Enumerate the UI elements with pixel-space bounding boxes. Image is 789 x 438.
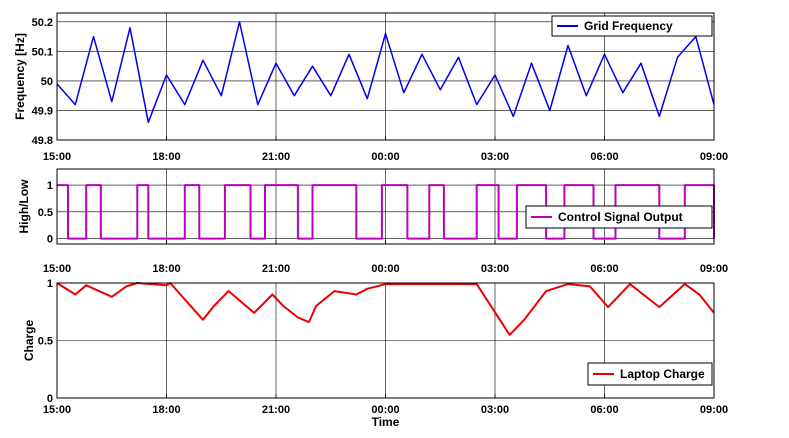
x-tick-label: 09:00: [700, 151, 728, 163]
y-tick-label: 49.8: [32, 135, 53, 147]
y-tick-label: 0.5: [38, 207, 53, 219]
y-tick-label: 0: [47, 234, 53, 246]
x-tick-label: 15:00: [43, 263, 71, 275]
x-tick-label: 21:00: [262, 263, 290, 275]
series-line: [56, 282, 715, 336]
x-tick-label: 15:00: [43, 404, 71, 416]
legend-label: Control Signal Output: [558, 210, 683, 224]
legend-box: [551, 15, 713, 37]
x-tick-label: 06:00: [590, 151, 618, 163]
x-tick-label: 03:00: [481, 263, 509, 275]
axes-box: [56, 12, 715, 141]
y-tick-label: 1: [47, 180, 53, 192]
y-tick-label: 0: [47, 393, 53, 405]
x-tick-label: 09:00: [700, 404, 728, 416]
x-tick-label: 18:00: [152, 151, 180, 163]
axes-box: [56, 282, 715, 399]
legend: Laptop Charge: [587, 362, 713, 386]
y-axis-label: Charge: [22, 320, 36, 362]
chart-panel-2: 15:00 18:00 21:00 00:00 03:00 06:00 09:00 0 0.5 1…: [17, 168, 728, 275]
legend-box: [525, 205, 713, 229]
legend-label: Grid Frequency: [584, 19, 673, 33]
x-tick-label: 00:00: [371, 263, 399, 275]
x-axis-label: Time: [372, 415, 400, 429]
x-tick-label: 00:00: [371, 151, 399, 163]
y-tick-label: 50.1: [32, 46, 53, 58]
legend-label: Laptop Charge: [620, 367, 705, 381]
x-tick-label: 09:00: [700, 263, 728, 275]
x-tick-label: 21:00: [262, 151, 290, 163]
y-tick-label: 1: [47, 278, 53, 290]
x-tick-label: 06:00: [590, 263, 618, 275]
y-axis-label: High/Low: [17, 179, 31, 234]
axes-box: [56, 168, 715, 245]
x-tick-label: 18:00: [152, 404, 180, 416]
x-tick-label: 03:00: [481, 151, 509, 163]
legend-box: [587, 362, 713, 386]
series-line: [57, 184, 715, 240]
legend: Control Signal Output: [525, 205, 713, 229]
y-tick-label: 49.9: [32, 105, 53, 117]
x-tick-label: 21:00: [262, 404, 290, 416]
x-tick-label: 00:00: [371, 404, 399, 416]
y-tick-label: 50.2: [32, 17, 53, 29]
chart-panel-3: 15:00 18:00 21:00 00:00 03:00 06:00 09:00 0 0.5 1…: [22, 278, 728, 429]
chart-panel-1: 15:00 18:00 21:00 00:00 03:00 06:00 09:00 49.8 4…: [13, 12, 728, 163]
y-tick-label: 50: [41, 76, 53, 88]
x-tick-label: 18:00: [152, 263, 180, 275]
legend: Grid Frequency: [551, 15, 713, 37]
y-tick-label: 0.5: [38, 336, 53, 348]
series-line: [56, 21, 715, 124]
x-tick-label: 03:00: [481, 404, 509, 416]
x-tick-label: 06:00: [590, 404, 618, 416]
x-tick-label: 15:00: [43, 151, 71, 163]
y-axis-label: Frequency [Hz]: [13, 33, 27, 120]
